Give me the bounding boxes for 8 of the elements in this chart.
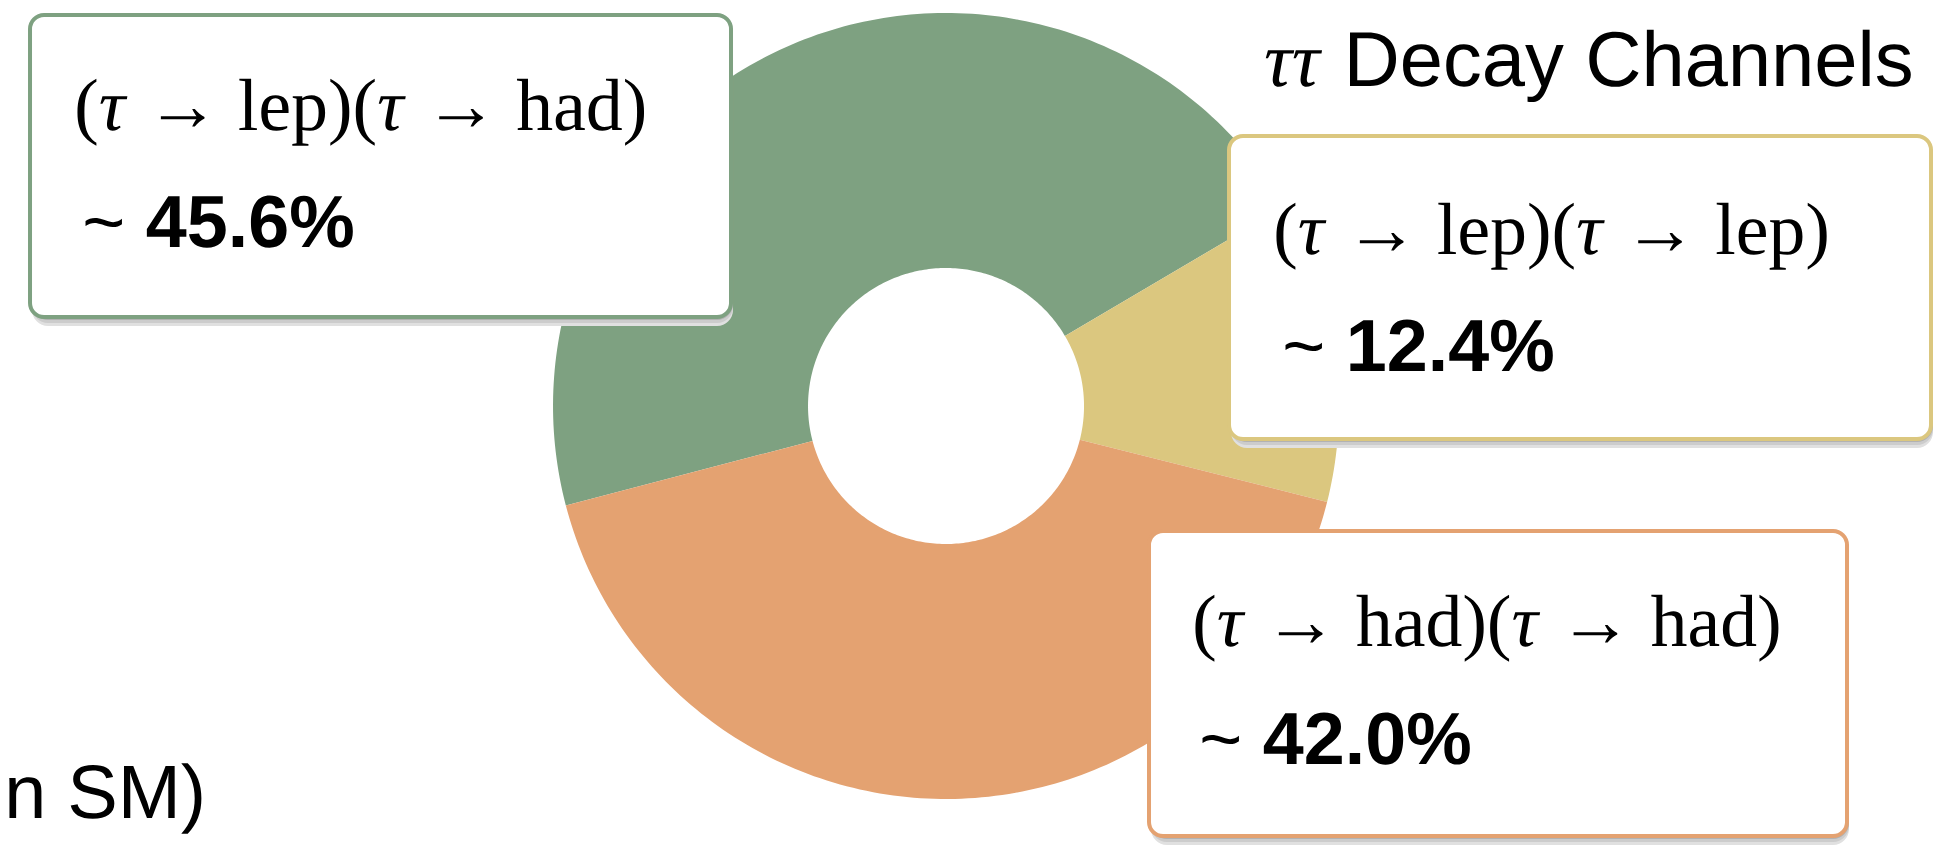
data-label: ~ 42.0% [1202,712,1470,765]
data-label: ~ 12.4% [1285,319,1553,372]
slice-label: (τ → lep)(τ → lep) [1276,202,1827,270]
data-label: ~ 45.6% [85,195,353,248]
text: n SM) [9,763,202,834]
slice-label: (τ → lep)(τ → had) [77,78,645,146]
chart-title: ττ Decay Channels [1265,29,1911,103]
slice-label: (τ → had)(τ → had) [1195,594,1779,662]
